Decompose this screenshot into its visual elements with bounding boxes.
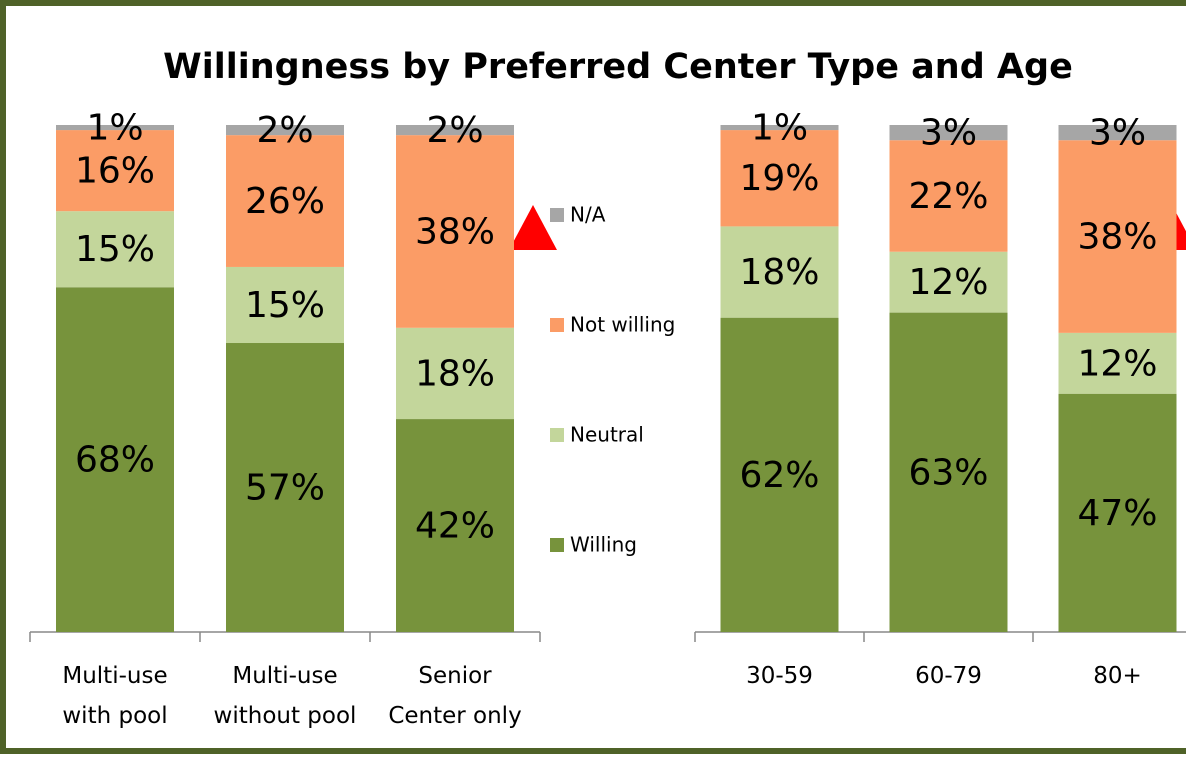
data-label: 18%: [415, 353, 495, 394]
bar-segment: [56, 130, 174, 212]
bar-segment: [720, 125, 839, 131]
bar-segment: [226, 125, 344, 136]
bar-segment: [396, 125, 514, 136]
bar-segment: [56, 287, 174, 632]
data-label: 2%: [426, 110, 483, 151]
data-label: 68%: [75, 440, 155, 481]
bar-segment: [396, 135, 514, 328]
bar-segment: [56, 125, 174, 131]
bar-segment: [226, 266, 344, 344]
x-tick-label: 80+: [1093, 663, 1142, 689]
marker-triangle: [509, 205, 557, 250]
legend-swatch: [550, 208, 564, 222]
bar-segment: [396, 419, 514, 632]
x-tick-label: Multi-use with pool: [62, 663, 168, 729]
data-label: 3%: [1089, 113, 1146, 154]
x-tick-label: Senior Center only: [388, 663, 522, 729]
data-label: 38%: [415, 211, 495, 252]
bar-segment: [226, 343, 344, 632]
bar-segment: [720, 226, 839, 318]
data-label: 15%: [245, 285, 325, 326]
bar-segment: [1058, 125, 1177, 141]
legend-label: Willing: [570, 533, 637, 557]
data-label: 26%: [245, 181, 325, 222]
legend-swatch: [550, 428, 564, 442]
data-label: 18%: [739, 252, 819, 293]
bar-segment: [56, 211, 174, 288]
data-label: 38%: [1077, 217, 1157, 258]
chart-title: Willingness by Preferred Center Type and…: [163, 47, 1073, 87]
x-tick-label: 60-79: [915, 663, 982, 689]
bar-segment: [889, 125, 1008, 141]
bar-segment: [720, 130, 839, 227]
data-label: 3%: [920, 113, 977, 154]
data-label: 2%: [256, 110, 313, 151]
bar-segment: [889, 312, 1008, 632]
bar-segment: [1058, 332, 1177, 394]
data-label: 1%: [751, 108, 808, 149]
data-label: 19%: [739, 158, 819, 199]
bar-segment: [889, 140, 1008, 252]
bar-segment: [226, 135, 344, 267]
data-label: 1%: [86, 108, 143, 149]
bar-segment: [1058, 393, 1177, 632]
bar-segment: [396, 327, 514, 420]
x-tick-label: 30-59: [746, 663, 813, 689]
data-label: 15%: [75, 229, 155, 270]
data-label: 12%: [1077, 343, 1157, 384]
data-label: 57%: [245, 468, 325, 509]
bar-segment: [889, 251, 1008, 313]
legend-label: Not willing: [570, 313, 675, 337]
bar-segment: [720, 317, 839, 632]
bar-segment: [1058, 140, 1177, 333]
legend-label: N/A: [570, 203, 606, 227]
data-label: 47%: [1077, 493, 1157, 534]
data-label: 62%: [739, 455, 819, 496]
x-tick-label: Multi-use without pool: [213, 663, 357, 729]
legend-swatch: [550, 318, 564, 332]
legend-label: Neutral: [570, 423, 644, 447]
data-label: 63%: [908, 452, 988, 493]
data-label: 16%: [75, 151, 155, 192]
data-label: 12%: [908, 262, 988, 303]
data-label: 42%: [415, 506, 495, 547]
legend-swatch: [550, 538, 564, 552]
data-label: 22%: [908, 176, 988, 217]
